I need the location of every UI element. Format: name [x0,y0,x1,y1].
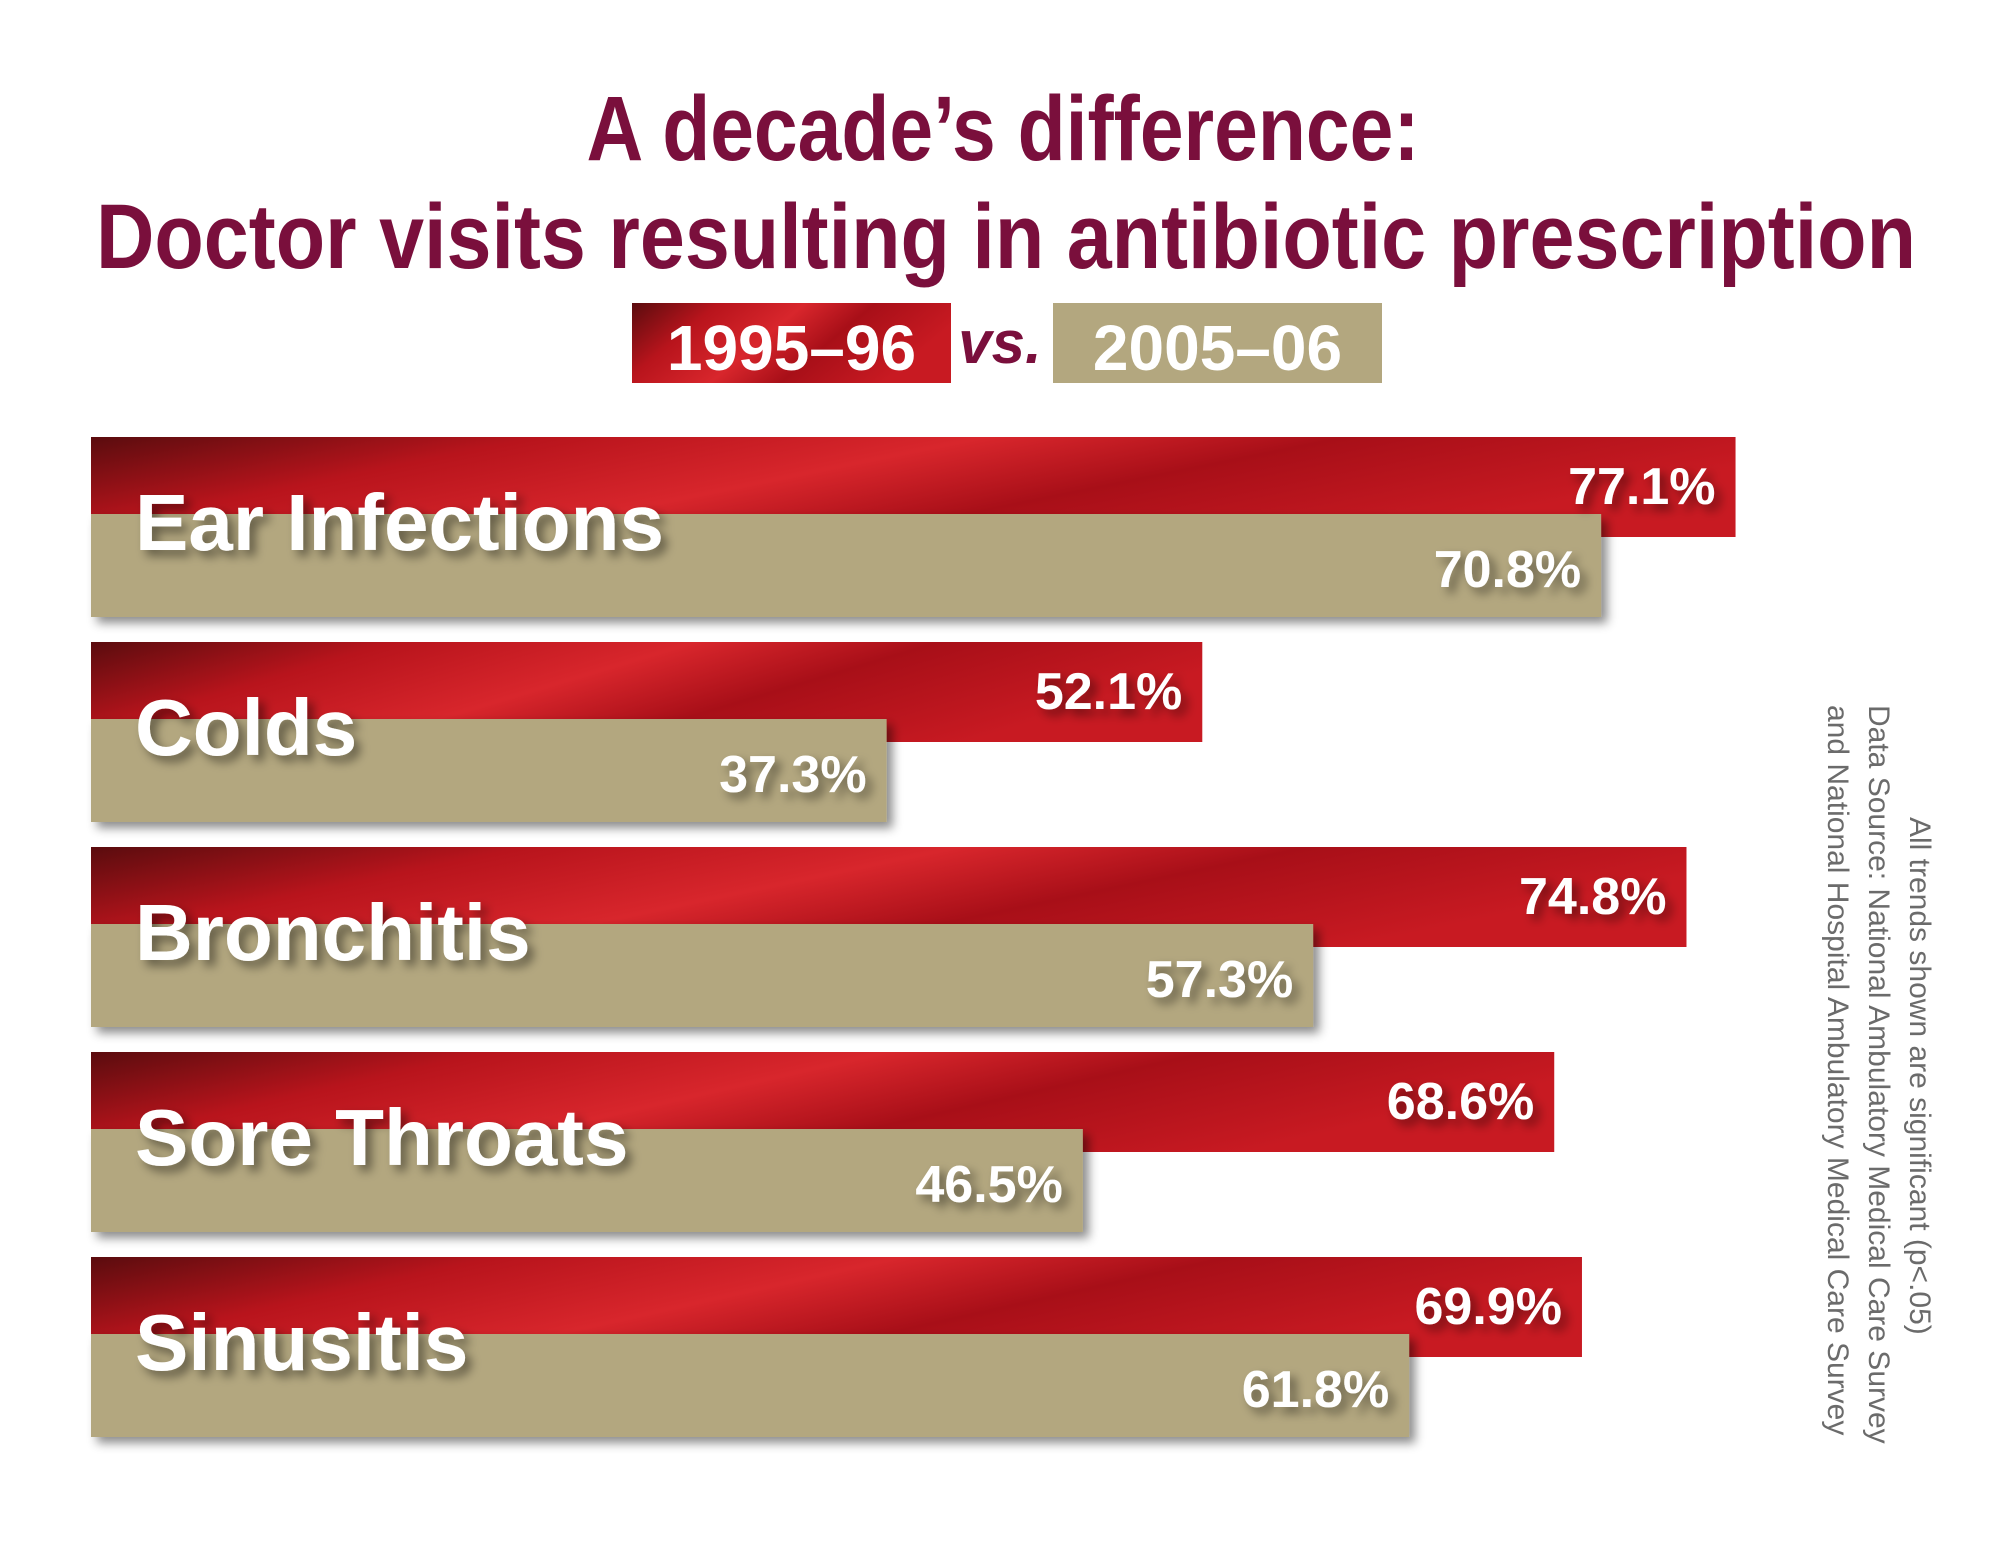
value-label: 70.8% [1434,541,1581,599]
value-label: 37.3% [719,746,866,804]
bar [91,924,1314,1027]
legend-swatch [632,303,951,383]
legend-label: 1995–96 [667,312,916,384]
bar [91,1334,1410,1437]
footnote: Data Source: National Ambulatory Medical… [1862,705,1895,1444]
category-label: Ear Infections [135,478,664,567]
value-label: 52.1% [1035,663,1182,721]
category-label: Bronchitis [135,888,531,977]
category-label: Sore Throats [135,1093,628,1182]
footnote: and National Hospital Ambulatory Medical… [1821,705,1854,1435]
category-label: Colds [135,683,357,772]
bar [91,514,1602,617]
category-label: Sinusitis [135,1298,468,1387]
value-label: 61.8% [1242,1361,1389,1419]
value-label: 46.5% [915,1156,1062,1214]
bar [91,719,887,822]
value-label: 77.1% [1568,458,1715,516]
value-label: 74.8% [1519,868,1666,926]
footnote: All trends shown are significant (p<.05) [1903,817,1936,1335]
chart-title: Doctor visits resulting in antibiotic pr… [96,186,1916,288]
bar [91,1129,1083,1232]
legend-swatch [1053,303,1382,383]
chart-title: A decade’s difference: [587,78,1420,180]
value-label: 68.6% [1387,1073,1534,1131]
legend-label: 2005–06 [1093,312,1342,384]
legend-separator: vs. [958,309,1041,376]
value-label: 69.9% [1415,1278,1562,1336]
value-label: 57.3% [1146,951,1293,1009]
